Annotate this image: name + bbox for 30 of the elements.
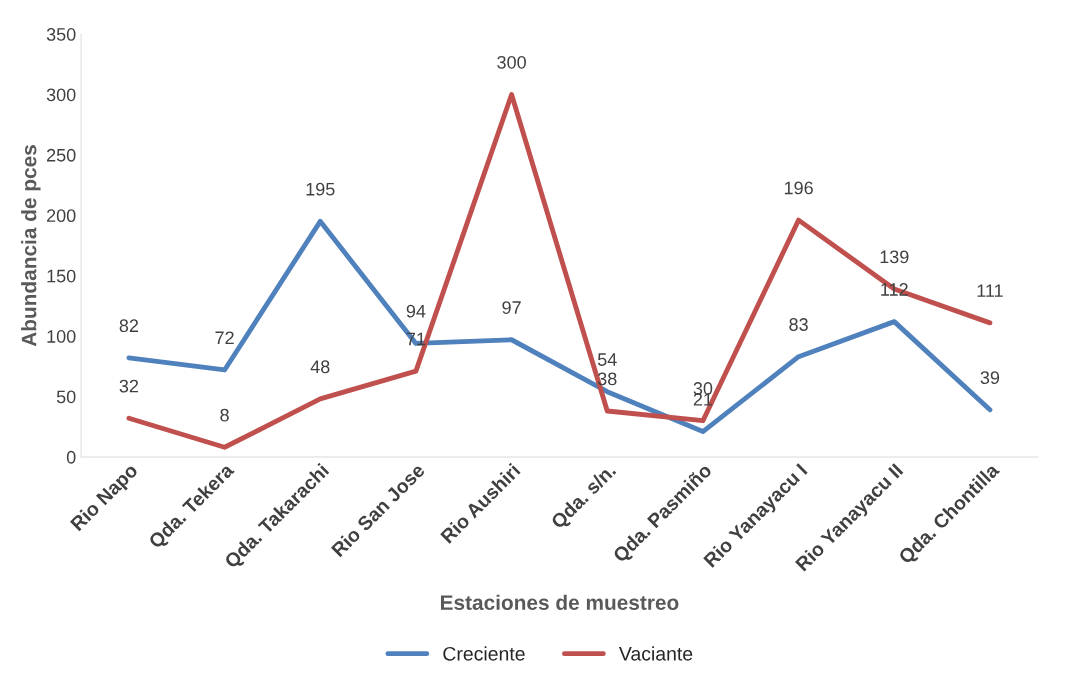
data-label: 8: [220, 408, 229, 422]
data-label: 48: [310, 360, 330, 374]
data-label: 82: [119, 319, 139, 333]
data-label: 54: [597, 353, 617, 366]
data-label: 195: [306, 182, 335, 196]
y-tick-label: 300: [46, 88, 76, 102]
y-tick-label: 350: [46, 28, 76, 41]
y-tick-label: 50: [56, 390, 76, 404]
data-label: 94: [406, 304, 426, 318]
data-label: 39: [980, 371, 1000, 385]
legend-label: Vaciante: [618, 646, 693, 661]
x-tick-label: Qda. s/n.: [549, 462, 619, 532]
data-label: 21: [693, 392, 713, 406]
y-tick-label: 0: [66, 450, 76, 464]
data-label: 300: [497, 55, 526, 69]
data-label: 196: [784, 181, 813, 195]
legend-label: Creciente: [443, 646, 525, 661]
x-axis-title: Estaciones de muestreo: [440, 594, 679, 610]
y-axis-title: Abundancia de pces: [21, 145, 41, 347]
y-tick-label: 250: [47, 148, 76, 162]
data-label: 72: [215, 331, 234, 344]
data-label: 139: [880, 250, 909, 264]
y-tick-label: 200: [47, 209, 76, 223]
y-tick-label: 100: [47, 330, 76, 343]
data-label: 111: [977, 284, 1003, 297]
data-label: 83: [789, 318, 808, 331]
data-label: 32: [119, 379, 139, 393]
data-label: 30: [693, 382, 713, 395]
y-tick-label: 150: [47, 269, 76, 283]
data-label: 97: [502, 301, 521, 314]
